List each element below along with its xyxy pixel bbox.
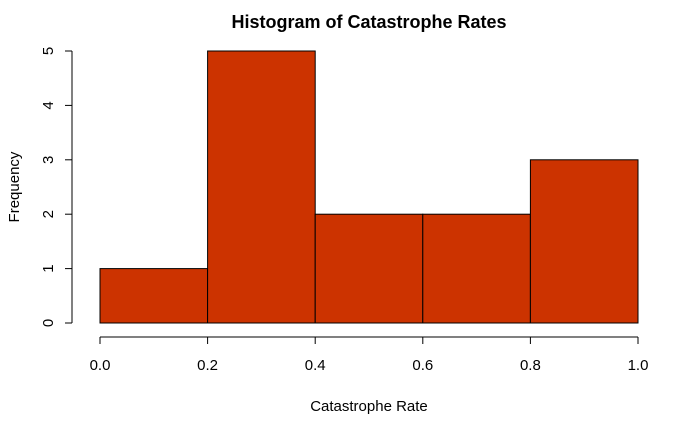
histogram-bar-2 xyxy=(314,213,424,324)
y-tick-label-0: 0 xyxy=(40,319,57,327)
x-axis-label: Catastrophe Rate xyxy=(310,398,428,415)
y-tick-label-3: 3 xyxy=(40,156,57,164)
x-tick-label-5: 1.0 xyxy=(628,357,649,374)
x-axis: 0.0 0.2 0.4 0.6 0.8 1.0 xyxy=(90,336,649,374)
x-tick-label-0: 0.0 xyxy=(90,357,111,374)
x-tick-label-2: 0.4 xyxy=(305,357,326,374)
x-tick-label-3: 0.6 xyxy=(412,357,433,374)
y-tick-label-4: 4 xyxy=(40,101,57,109)
y-axis: 0 1 2 3 4 5 xyxy=(40,47,73,327)
histogram-bar-4 xyxy=(529,159,639,324)
histogram-bar-3 xyxy=(422,213,531,324)
y-tick-label-2: 2 xyxy=(40,210,57,218)
histogram-bar-1 xyxy=(207,50,316,324)
x-tick-label-1: 0.2 xyxy=(197,357,218,374)
chart-title: Histogram of Catastrophe Rates xyxy=(231,12,506,32)
bars-group xyxy=(99,50,639,324)
x-tick-label-4: 0.8 xyxy=(520,357,541,374)
histogram-bar-0 xyxy=(99,268,209,324)
y-tick-label-1: 1 xyxy=(40,264,57,272)
y-tick-label-5: 5 xyxy=(40,47,57,55)
y-axis-label: Frequency xyxy=(6,151,23,222)
